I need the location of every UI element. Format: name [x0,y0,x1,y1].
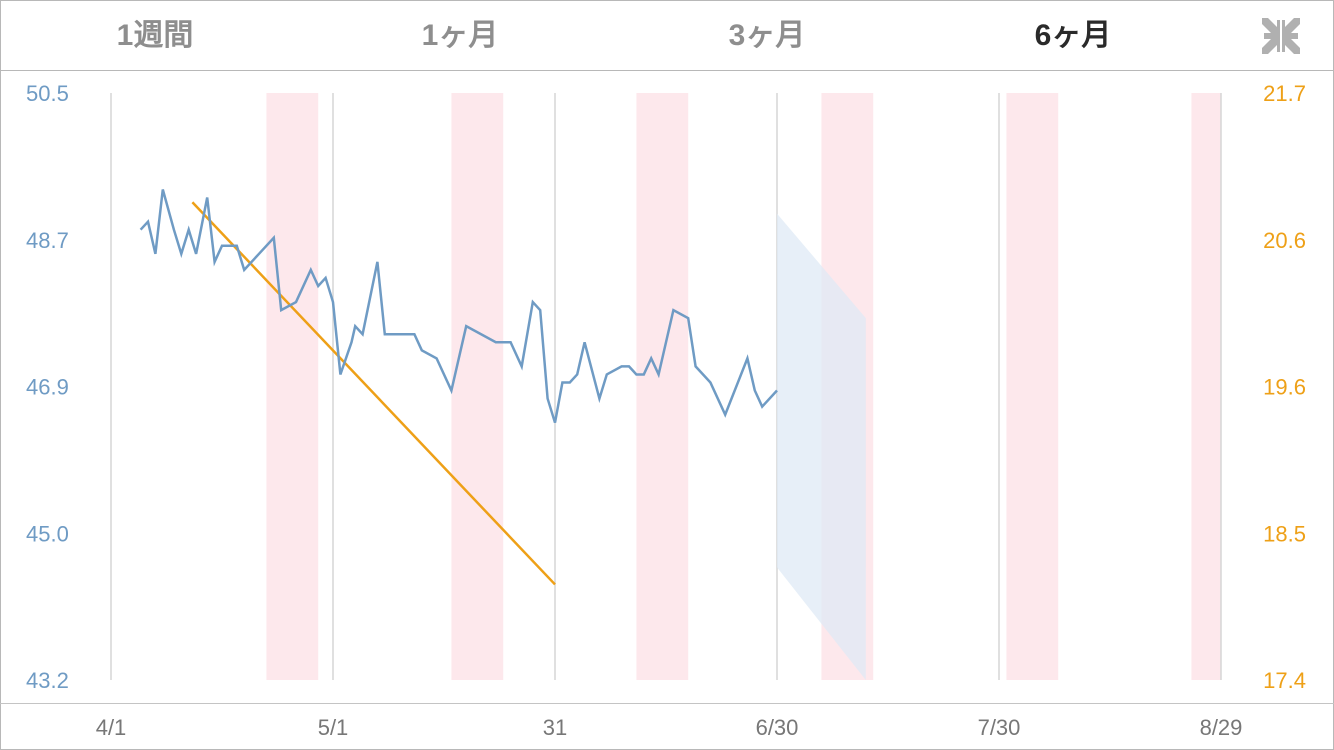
tab-1-week[interactable]: 1週間 [116,19,194,52]
tab-1-month[interactable]: 1ヶ月 [421,19,499,52]
x-axis-tick-label: 4/1 [96,715,127,740]
left-axis-tick-label: 43.2 [26,668,69,693]
period-band-1 [451,93,504,680]
right-axis-tick-label: 17.4 [1263,668,1306,693]
collapse-arrows-icon[interactable] [1258,14,1304,58]
right-axis-tick-label: 20.6 [1263,228,1306,253]
x-axis-rule [0,703,1334,704]
tab-6-months[interactable]: 6ヶ月 [1034,19,1112,52]
x-axis-tick-label: 7/30 [978,715,1021,740]
forecast-band [777,213,866,680]
period-tab-bar: 1週間 1ヶ月 3ヶ月 6ヶ月 [0,0,1334,71]
x-axis-tick-label: 8/29 [1200,715,1243,740]
period-band-2 [636,93,689,680]
left-axis-tick-label: 50.5 [26,81,69,106]
right-axis-tick-label: 21.7 [1263,81,1306,106]
weight-line [139,189,778,424]
left-axis-tick-label: 46.9 [26,375,69,400]
tab-3-months[interactable]: 3ヶ月 [728,19,806,52]
right-axis-tick-label: 18.5 [1263,521,1306,546]
x-axis-tick-label: 5/1 [318,715,349,740]
x-axis-tick-label: 31 [543,715,567,740]
period-band-5 [1191,93,1221,680]
right-axis-tick-label: 19.6 [1263,375,1306,400]
left-axis-tick-label: 48.7 [26,228,69,253]
period-band-4 [1006,93,1059,680]
period-band-0 [266,93,319,680]
trend-line [191,201,556,586]
left-axis-tick-label: 45.0 [26,521,69,546]
x-axis-tick-label: 6/30 [756,715,799,740]
